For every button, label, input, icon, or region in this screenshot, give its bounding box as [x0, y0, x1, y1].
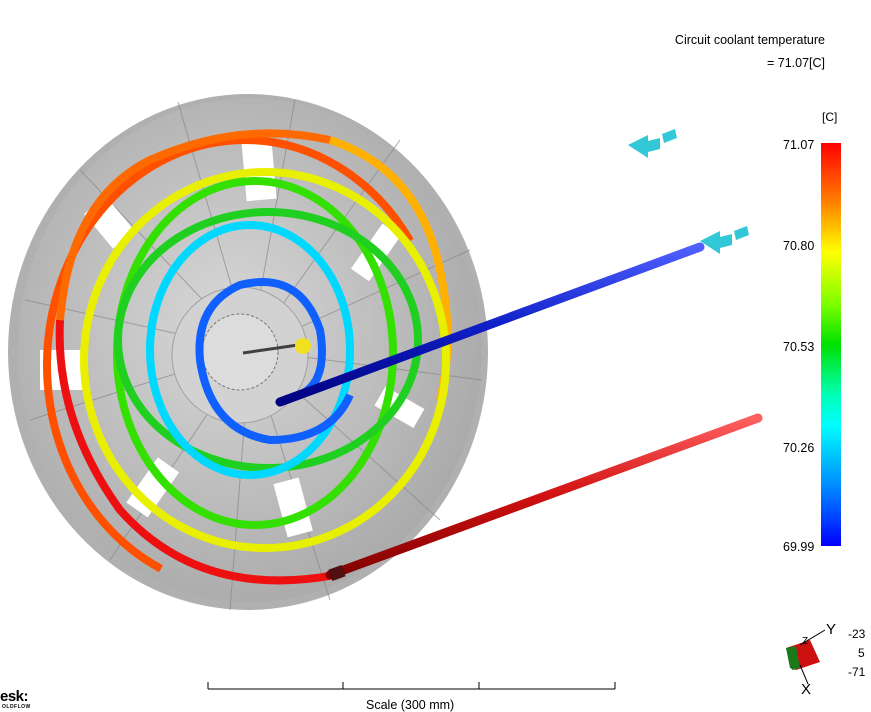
cooling-circuit[interactable] — [43, 129, 452, 594]
legend-unit: [C] — [822, 110, 838, 124]
triad-y-label: Y — [826, 621, 836, 638]
triad-value: -71 — [848, 665, 866, 679]
triad-z-label: Z — [802, 636, 808, 647]
scale-label: Scale (300 mm) — [366, 698, 455, 712]
legend-tick: 70.53 — [783, 340, 815, 354]
legend-tick: 70.26 — [783, 441, 815, 455]
scale-bar — [207, 682, 616, 690]
orientation-triad[interactable]: Y Z X — [786, 621, 836, 698]
triad-value: -23 — [848, 627, 866, 641]
brand-logo-subtext: OLDFLOW — [2, 704, 31, 710]
triad-values: -23 5 -71 — [848, 625, 865, 682]
brand-logo: esk: — [0, 688, 29, 705]
triad-x-label: X — [801, 681, 811, 698]
result-title: Circuit coolant temperature — [674, 33, 825, 47]
inlet-pipe[interactable] — [275, 242, 705, 407]
result-value: = 71.07[C] — [766, 56, 825, 70]
triad-value: 5 — [858, 646, 865, 660]
legend-colorbar — [821, 143, 841, 546]
flow-arrow-icon — [628, 129, 749, 254]
gate-marker — [242, 338, 311, 355]
outlet-pipe[interactable] — [325, 413, 763, 582]
legend-tick: 69.99 — [783, 540, 815, 554]
legend-tick: 71.07 — [783, 138, 815, 152]
result-title-block: Circuit coolant temperature = 71.07[C] — [675, 29, 825, 75]
legend-tick: 70.80 — [783, 239, 815, 253]
